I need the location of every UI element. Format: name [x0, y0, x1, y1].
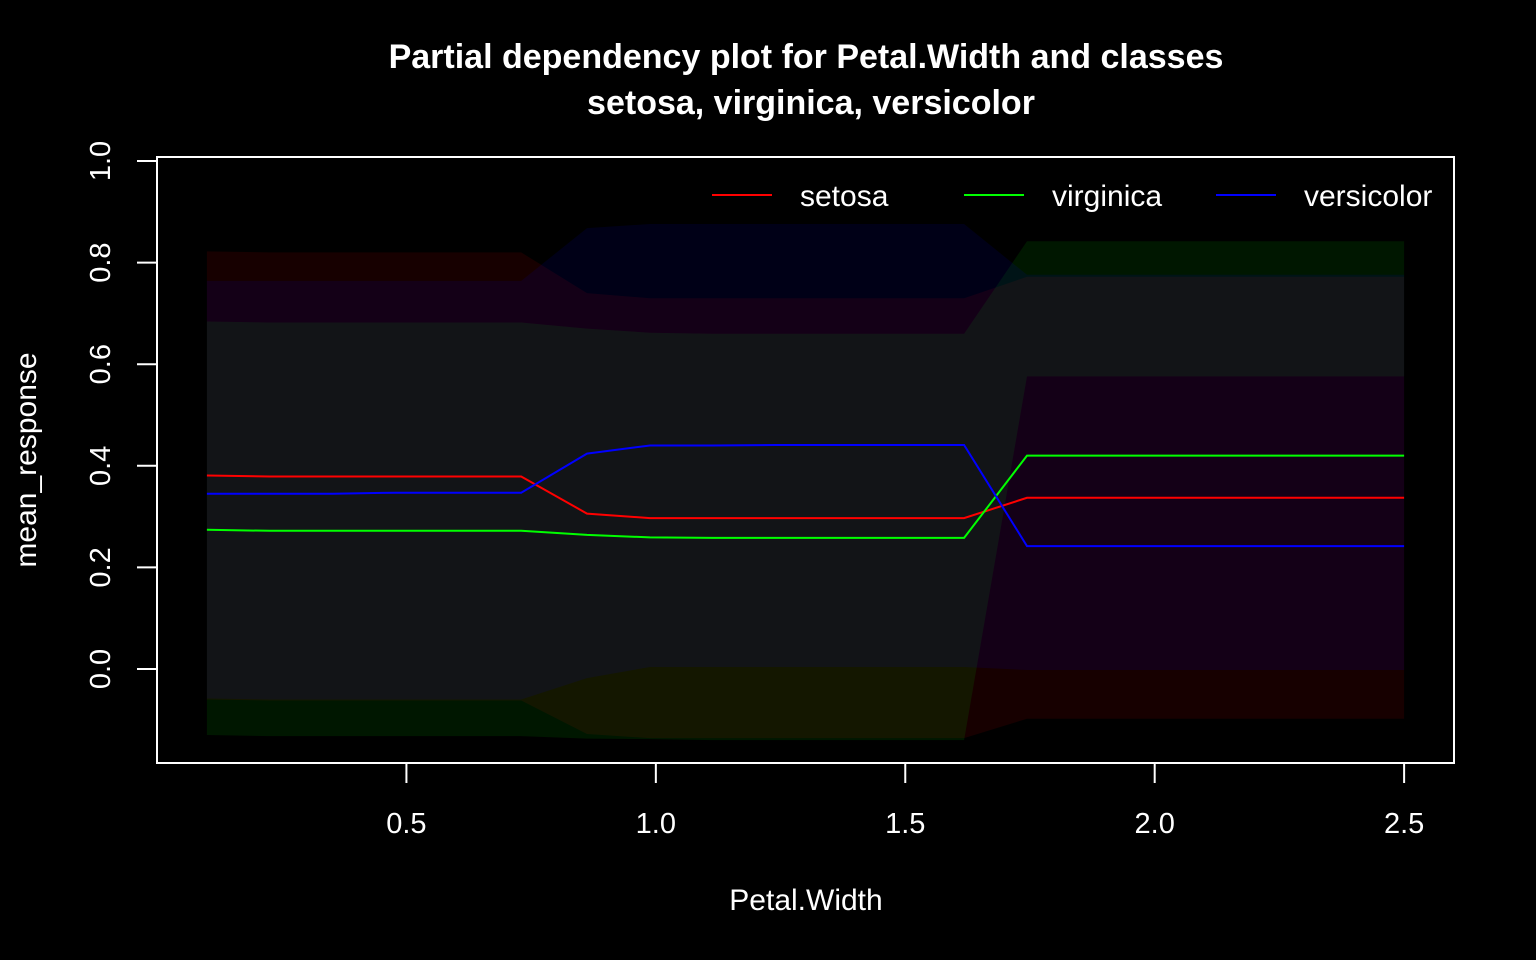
chart-title-line-1: Partial dependency plot for Petal.Width …: [389, 38, 1224, 76]
y-axis-title: mean_response: [10, 352, 43, 567]
y-tick-label: 0.4: [85, 446, 117, 486]
line-virginica: [206, 454, 1405, 539]
band-versicolor: [206, 224, 1405, 700]
confidence-bands: [206, 224, 1405, 741]
line-setosa: [206, 474, 1405, 520]
x-tick-label: 1.0: [636, 808, 676, 840]
chart-title-line-2: setosa, virginica, versicolor: [587, 84, 1035, 122]
x-tick-label: 2.5: [1384, 808, 1424, 840]
y-tick-label: 0.8: [85, 242, 117, 282]
x-axis-title: Petal.Width: [729, 884, 882, 917]
y-tick-label: 0.2: [85, 547, 117, 587]
band-virginica: [206, 241, 1405, 741]
y-tick-label: 1.0: [85, 141, 117, 181]
x-tick-label: 0.5: [386, 808, 426, 840]
x-axis: 0.5 1.0 1.5 2.0 2.5: [386, 763, 1424, 840]
y-axis: 0.0 0.2 0.4 0.6 0.8 1.0: [85, 141, 157, 689]
legend: setosa virginica versicolor: [712, 180, 1432, 213]
line-versicolor: [206, 444, 1405, 548]
y-tick-label: 0.0: [85, 649, 117, 689]
band-setosa: [206, 251, 1405, 739]
series-lines: [206, 444, 1405, 548]
x-tick-label: 1.5: [885, 808, 925, 840]
y-tick-label: 0.6: [85, 344, 117, 384]
legend-label-versicolor: versicolor: [1304, 180, 1432, 213]
legend-label-setosa: setosa: [800, 180, 889, 213]
legend-label-virginica: virginica: [1052, 180, 1162, 213]
plot-frame: [156, 156, 1455, 764]
x-tick-label: 2.0: [1135, 808, 1175, 840]
